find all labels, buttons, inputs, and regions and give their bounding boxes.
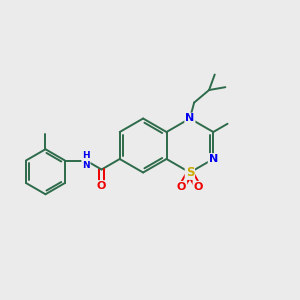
Text: N: N — [208, 154, 218, 164]
Text: S: S — [186, 166, 194, 179]
Text: O: O — [194, 182, 203, 192]
Text: O: O — [97, 181, 106, 191]
Text: O: O — [177, 182, 186, 192]
Text: N: N — [185, 113, 194, 124]
Text: H
N: H N — [82, 151, 90, 170]
